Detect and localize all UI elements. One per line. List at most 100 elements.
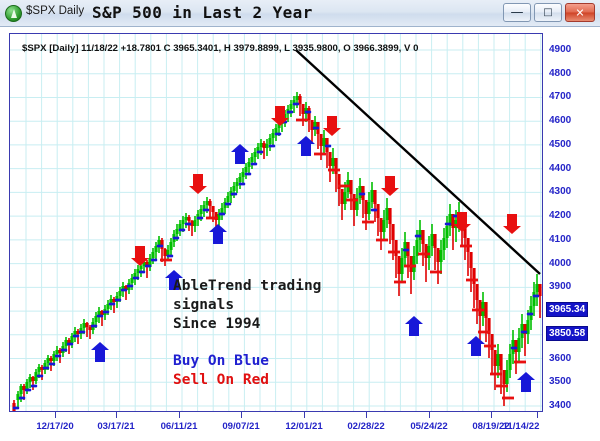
blue-stop-dot	[66, 342, 74, 346]
close-button[interactable]: ✕	[565, 3, 595, 22]
candle-body	[307, 108, 311, 120]
candle-body	[475, 284, 479, 300]
chart-annotation: AbleTrend trading signals Since 1994 Buy…	[173, 277, 321, 390]
blue-stop-dot	[24, 388, 32, 392]
candle-body	[451, 214, 455, 228]
candle-body	[193, 220, 197, 226]
blue-stop-dot	[196, 216, 204, 220]
quote-header-line: $SPX [Daily] 11/18/22 +18.7801 C 3965.34…	[22, 43, 419, 54]
annotation-line-2: signals	[173, 297, 235, 313]
candle-body	[271, 133, 275, 138]
price-marker-badge: 3850.58	[546, 326, 589, 341]
candle-body	[76, 331, 80, 334]
red-stop-line	[404, 264, 416, 268]
blue-stop-dot	[444, 222, 452, 226]
candle-body	[319, 134, 323, 146]
price-plot[interactable]: $SPX [Daily] 11/18/22 +18.7801 C 3965.34…	[9, 33, 543, 412]
x-axis-tick-label: 08/19/22	[472, 421, 510, 432]
blue-stop-dot	[102, 310, 110, 314]
blue-stop-dot	[532, 294, 540, 298]
candle-body	[82, 323, 86, 328]
candle-body	[262, 143, 266, 148]
blue-stop-dot	[218, 212, 226, 216]
blue-stop-dot	[402, 248, 410, 252]
candle-body	[442, 238, 446, 250]
blue-stop-dot	[108, 302, 116, 306]
candle-body	[178, 224, 182, 229]
blue-stop-dot	[42, 366, 50, 370]
blue-stop-dot	[244, 172, 252, 176]
close-icon: ✕	[575, 6, 585, 19]
blue-stop-dot	[150, 258, 158, 262]
blue-stop-dot	[48, 362, 56, 366]
candle-body	[310, 120, 314, 130]
blue-stop-dot	[304, 110, 312, 114]
blue-stop-dot	[184, 222, 192, 226]
red-stop-line	[338, 184, 350, 188]
candle-body	[100, 311, 104, 315]
sell-signal-arrow-down	[453, 212, 471, 232]
minimize-button[interactable]: —	[503, 3, 531, 22]
candle-body	[514, 340, 518, 352]
candle-body	[469, 252, 473, 268]
candle-body	[370, 190, 374, 202]
buy-signal-arrow-up	[467, 336, 485, 356]
candle-body	[157, 240, 161, 246]
blue-stop-dot	[138, 270, 146, 274]
candle-body	[214, 212, 218, 220]
x-axis-tick	[304, 412, 305, 418]
candle-body	[163, 249, 167, 256]
buy-signal-arrow-up	[517, 372, 535, 392]
blue-stop-dot	[312, 126, 320, 130]
blue-stop-dot	[30, 384, 38, 388]
candle-body	[133, 273, 137, 278]
blue-stop-dot	[126, 284, 134, 288]
blue-stop-dot	[178, 228, 186, 232]
candle-body	[295, 96, 299, 100]
blue-stop-dot	[18, 396, 26, 400]
blue-stop-dot	[54, 354, 62, 358]
candle-body	[49, 358, 53, 361]
candle-body	[73, 331, 77, 336]
candle-body	[58, 350, 62, 353]
y-axis-tick-label: 4800	[549, 67, 572, 79]
x-axis-tick-label: 05/24/22	[410, 421, 448, 432]
candle-body	[136, 269, 140, 273]
candle-body	[358, 186, 362, 198]
candle-body	[463, 224, 467, 238]
red-stop-line	[388, 250, 400, 254]
candle-body	[352, 194, 356, 210]
candle-body	[301, 104, 305, 114]
candle-body	[109, 299, 113, 304]
maximize-button[interactable]: □	[534, 3, 562, 22]
candle-body	[355, 198, 359, 210]
y-axis: 4900 4800 4700 4600 4500 4400 4300 4200 4100 4000…	[545, 33, 600, 412]
candle-body	[94, 316, 98, 322]
candle-body	[97, 311, 101, 316]
candle-body	[232, 186, 236, 191]
x-axis-tick	[491, 412, 492, 418]
candle-body	[124, 286, 128, 290]
sphere-green-icon	[5, 5, 22, 22]
candle-body	[88, 327, 92, 330]
candle-body	[430, 234, 434, 246]
candle-body	[256, 147, 260, 152]
candle-body	[175, 229, 179, 234]
y-axis-tick-label: 3500	[549, 376, 572, 388]
candle-body	[436, 248, 440, 262]
candle-body	[379, 218, 383, 232]
blue-stop-dot	[36, 374, 44, 378]
red-stop-line	[430, 270, 442, 274]
y-axis-tick-label: 3400	[549, 400, 572, 411]
candle-body	[142, 262, 146, 266]
candle-body	[151, 252, 155, 258]
candle-body	[535, 284, 539, 292]
blue-stop-dot	[526, 312, 534, 316]
red-stop-line	[502, 396, 514, 400]
buy-signal-arrow-up	[297, 136, 315, 156]
red-stop-line	[206, 216, 218, 220]
candle-body	[277, 124, 281, 128]
candle-body	[70, 336, 74, 343]
candle-body	[40, 367, 44, 370]
x-axis-tick-label: 02/28/22	[347, 421, 385, 432]
